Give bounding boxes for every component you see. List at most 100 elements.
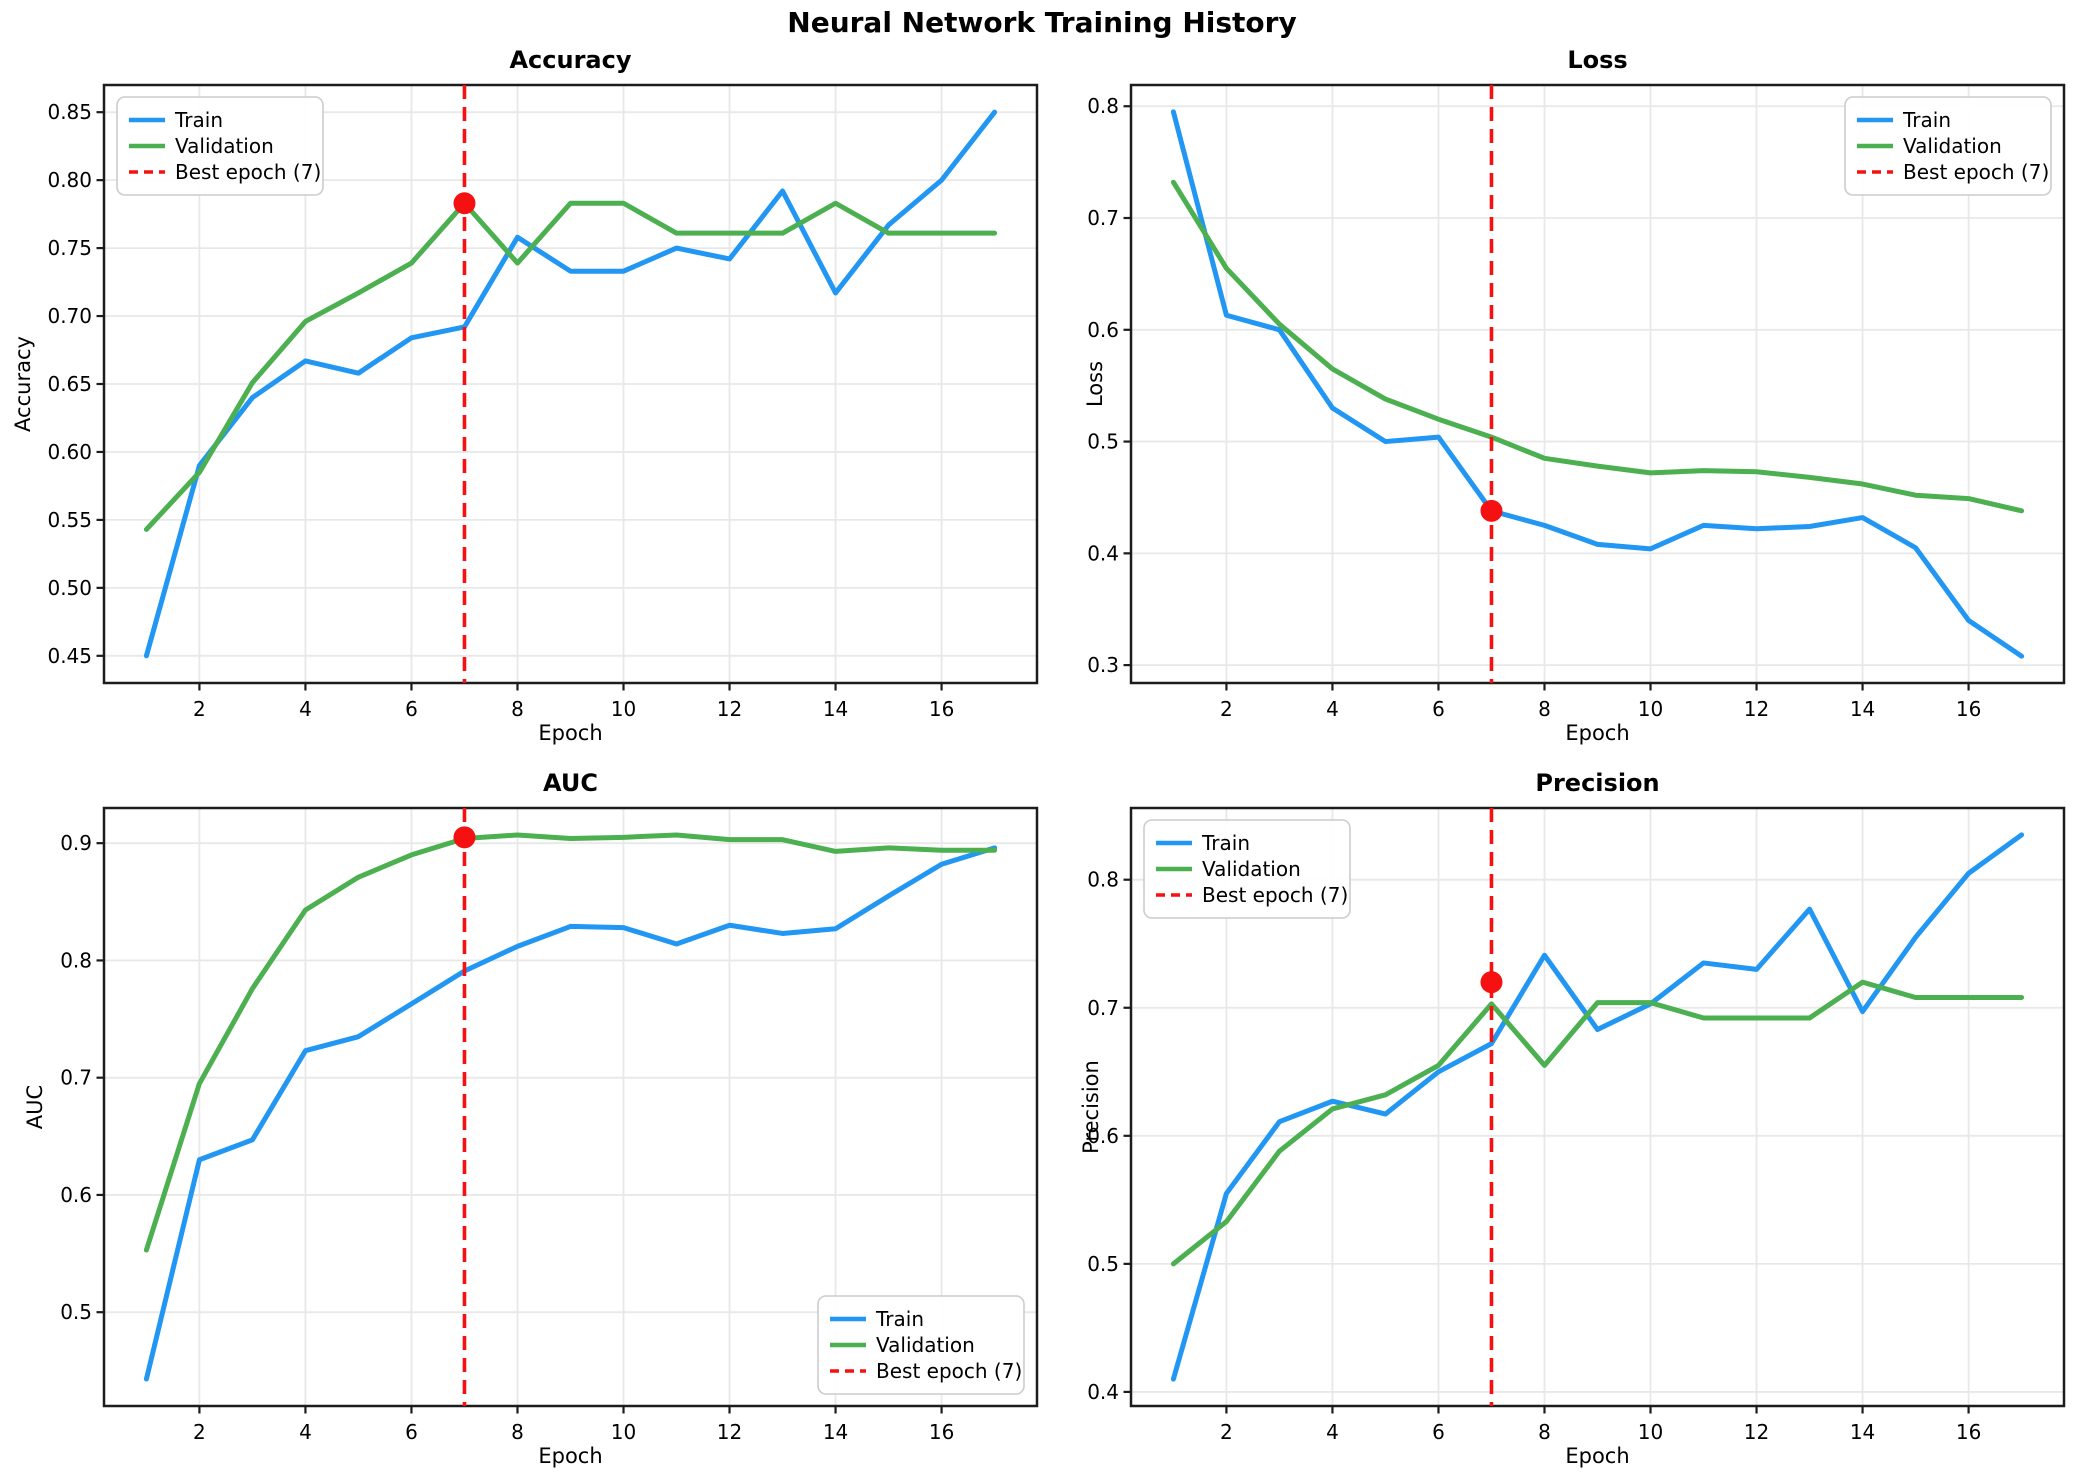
x-tick-label: 4	[299, 697, 312, 721]
precision-chart: 2 4 6 8 10 12 14 16 0.4 0.5 0.6 0.7 0.8 Epoch Precisio…	[1079, 769, 2066, 1468]
subplot-title: AUC	[543, 769, 598, 797]
train-line	[143, 109, 998, 659]
y-tick-label: 0.55	[47, 508, 92, 532]
legend-box	[116, 96, 324, 196]
x-tick-label: 2	[193, 1420, 206, 1444]
train-line	[1170, 109, 2025, 659]
x-tick-label: 12	[1744, 1420, 1769, 1444]
y-tick-label: 0.70	[47, 304, 92, 328]
x-axis-label: Epoch	[538, 721, 602, 745]
axes-spines	[1129, 83, 2066, 685]
legend-box	[817, 1295, 1025, 1395]
y-tick-label: 0.6	[1087, 318, 1119, 342]
loss-chart: 2 4 6 8 10 12 14 16 0.3 0.4 0.5 0.6 0.7 0.8 Epoch Loss L…	[1083, 46, 2066, 745]
y-tick-label: 0.6	[1087, 1124, 1119, 1148]
best-epoch-marker	[1480, 499, 1503, 522]
best-epoch-marker	[453, 826, 476, 849]
x-tick-label: 12	[1744, 697, 1769, 721]
y-tick-label: 0.7	[60, 1066, 92, 1090]
best-epoch-marker	[453, 192, 476, 215]
x-tick-label: 6	[405, 1420, 418, 1444]
x-tick-label: 12	[717, 1420, 742, 1444]
legend-label-train: Train	[1902, 108, 1951, 132]
x-axis-label: Epoch	[1565, 1444, 1629, 1468]
legend-label-train: Train	[875, 1307, 924, 1331]
x-tick-label: 6	[1432, 1420, 1445, 1444]
validation-line	[143, 200, 998, 532]
train-line	[143, 845, 998, 1382]
x-tick-label: 14	[823, 697, 848, 721]
validation-line	[1170, 979, 2025, 1267]
y-tick-label: 0.60	[47, 440, 92, 464]
auc-chart: 2 4 6 8 10 12 14 16 0.5 0.6 0.7 0.8 0.9 Epoch AUC AUC Tr…	[23, 769, 1039, 1468]
figure-title: Neural Network Training History	[787, 6, 1297, 39]
subplot-loss: 2 4 6 8 10 12 14 16 0.3 0.4 0.5 0.6 0.7 0.8 Epoch Loss L…	[1042, 38, 2084, 760]
x-tick-label: 16	[929, 1420, 954, 1444]
legend-label-best_epoch: Best epoch (7)	[1903, 160, 2049, 184]
x-tick-label: 2	[1220, 697, 1233, 721]
x-tick-label: 8	[511, 1420, 524, 1444]
y-tick-label: 0.85	[47, 100, 92, 124]
legend-label-train: Train	[1201, 831, 1250, 855]
subplot-auc: 2 4 6 8 10 12 14 16 0.5 0.6 0.7 0.8 0.9 Epoch AUC AUC Tr…	[0, 756, 1042, 1475]
x-tick-label: 14	[1850, 1420, 1875, 1444]
x-tick-label: 8	[1538, 1420, 1551, 1444]
y-tick-label: 0.6	[60, 1183, 92, 1207]
legend-label-best_epoch: Best epoch (7)	[175, 160, 321, 184]
subplot-title: Accuracy	[509, 46, 631, 74]
validation-line	[1170, 179, 2025, 514]
x-axis-label: Epoch	[1565, 721, 1629, 745]
x-tick-label: 16	[929, 697, 954, 721]
subplot-accuracy: 2 4 6 8 10 12 14 16 0.45 0.50 0.55 0.60 0.65 0.70 0.75…	[0, 38, 1042, 760]
legend-label-validation: Validation	[1202, 857, 1301, 881]
y-axis-label: AUC	[23, 1085, 47, 1129]
x-axis-label: Epoch	[538, 1444, 602, 1468]
x-tick-label: 10	[1638, 697, 1663, 721]
y-tick-label: 0.7	[1087, 996, 1119, 1020]
axes-spines	[102, 806, 1039, 1408]
x-tick-label: 6	[1432, 697, 1445, 721]
y-tick-label: 0.7	[1087, 206, 1119, 230]
y-tick-label: 0.80	[47, 168, 92, 192]
legend-label-best_epoch: Best epoch (7)	[1202, 883, 1348, 907]
legend-box	[1143, 819, 1351, 919]
y-tick-label: 0.8	[60, 948, 92, 972]
y-tick-label: 0.5	[1087, 430, 1119, 454]
subplot-title: Precision	[1535, 769, 1659, 797]
axes-spines	[1129, 806, 2066, 1408]
y-tick-label: 0.8	[1087, 94, 1119, 118]
legend-label-train: Train	[174, 108, 223, 132]
x-tick-label: 16	[1956, 697, 1981, 721]
y-tick-label: 0.4	[1087, 1380, 1119, 1404]
x-tick-label: 8	[1538, 697, 1551, 721]
x-tick-label: 4	[299, 1420, 312, 1444]
y-axis-label: Accuracy	[11, 336, 35, 432]
y-tick-label: 0.5	[1087, 1252, 1119, 1276]
x-tick-label: 6	[405, 697, 418, 721]
y-axis-label: Precision	[1079, 1060, 1103, 1154]
subplot-precision: 2 4 6 8 10 12 14 16 0.4 0.5 0.6 0.7 0.8 Epoch Precisio…	[1042, 756, 2084, 1475]
best-epoch-marker	[1480, 971, 1503, 994]
x-tick-label: 16	[1956, 1420, 1981, 1444]
x-tick-label: 2	[1220, 1420, 1233, 1444]
legend-label-validation: Validation	[175, 134, 274, 158]
x-tick-label: 12	[717, 697, 742, 721]
y-tick-label: 0.8	[1087, 868, 1119, 892]
x-tick-label: 4	[1326, 1420, 1339, 1444]
y-tick-label: 0.75	[47, 236, 92, 260]
y-tick-label: 0.45	[47, 644, 92, 668]
x-tick-label: 14	[1850, 697, 1875, 721]
x-tick-label: 14	[823, 1420, 848, 1444]
legend-label-validation: Validation	[1903, 134, 2002, 158]
x-tick-label: 10	[1638, 1420, 1663, 1444]
x-tick-label: 10	[611, 697, 636, 721]
x-tick-label: 4	[1326, 697, 1339, 721]
subplot-title: Loss	[1567, 46, 1627, 74]
y-tick-label: 0.4	[1087, 541, 1119, 565]
legend-label-validation: Validation	[876, 1333, 975, 1357]
